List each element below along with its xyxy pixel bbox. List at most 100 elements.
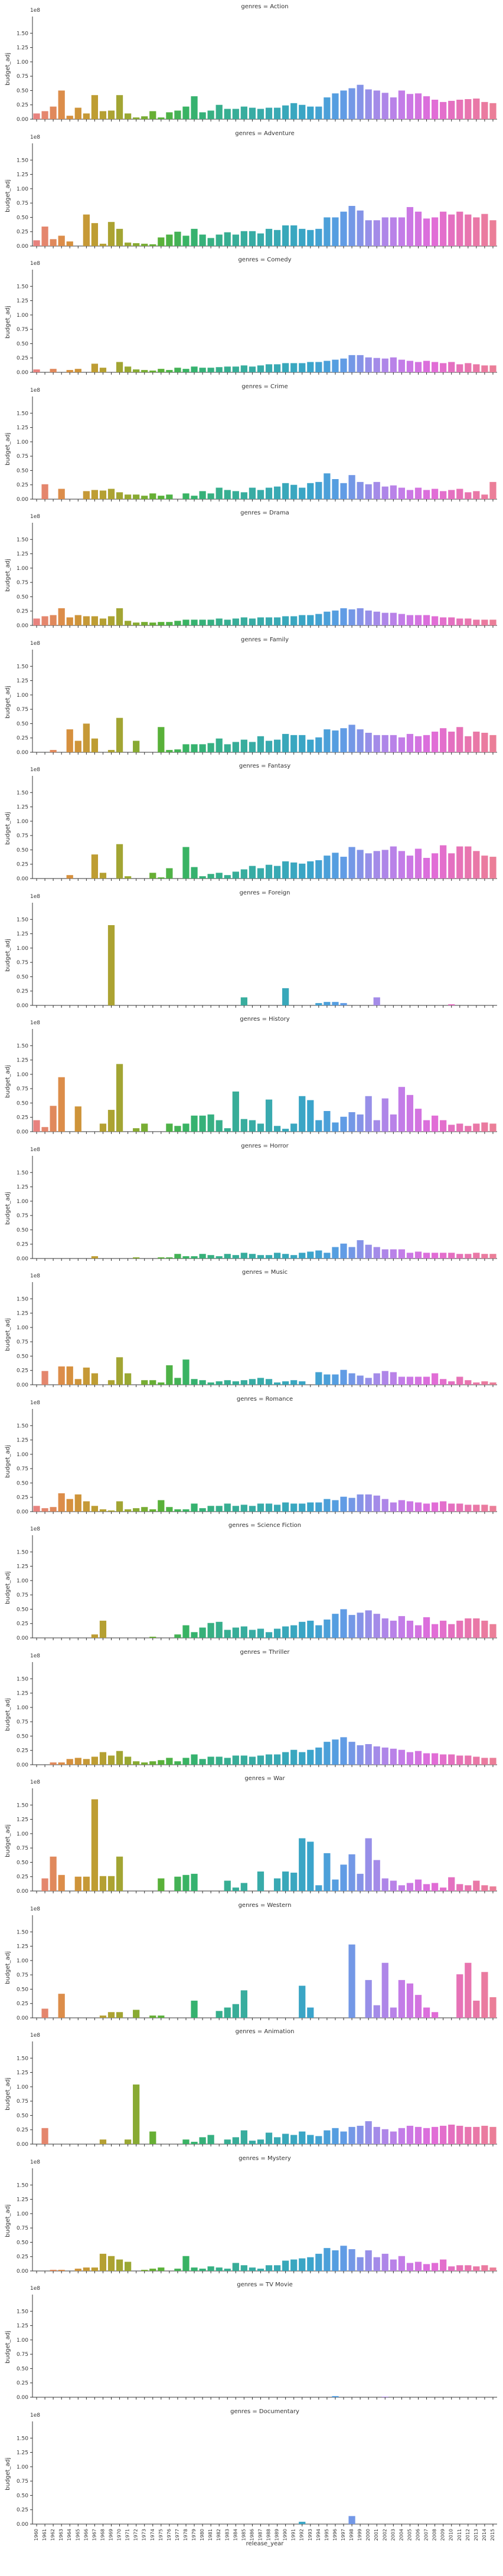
x-tick-label: 1987 — [257, 2529, 263, 2541]
bar-family-1987 — [257, 736, 264, 752]
bar-romance-1972 — [133, 1507, 140, 1512]
bar-science-fiction-2004 — [398, 1616, 406, 1638]
bar-thriller-1962 — [50, 1762, 57, 1765]
bar-thriller-1999 — [357, 1745, 364, 1765]
bar-comedy-1985 — [240, 365, 247, 372]
bar-war-1967 — [91, 1799, 99, 1891]
bar-documentary-1998 — [348, 2515, 355, 2524]
bar-action-1976 — [166, 112, 173, 119]
bar-history-1978 — [182, 1123, 190, 1132]
bar-western-1961 — [41, 2008, 48, 2018]
bar-horror-1972 — [133, 1257, 140, 1258]
bar-war-1968 — [99, 1876, 107, 1891]
facet-title: genres = Family — [241, 637, 289, 643]
bar-family-1988 — [265, 740, 273, 752]
bar-action-1967 — [91, 95, 99, 119]
bar-mystery-1963 — [58, 2269, 65, 2271]
bar-horror-1975 — [158, 1257, 165, 1258]
bar-comedy-2007 — [423, 360, 430, 372]
bar-western-2014 — [481, 1971, 488, 2018]
facet-mystery: genres = Mystery 1e8 budget_adj 0.00 0.25 0.5… — [5, 2155, 497, 2275]
y-tick-label: 0.50 — [17, 2493, 28, 2499]
bar-western-1968 — [99, 2015, 107, 2018]
bar-romance-2002 — [381, 1499, 388, 1512]
y-tick-label: 0.50 — [17, 1987, 28, 1992]
bar-action-2002 — [381, 93, 388, 119]
bar-mystery-2002 — [381, 2253, 388, 2271]
bar-fantasy-2000 — [365, 853, 372, 879]
bar-family-2011 — [456, 726, 463, 752]
bar-action-1993 — [307, 106, 314, 119]
bar-fantasy-1964 — [66, 875, 73, 879]
bar-crime-1994 — [315, 481, 322, 499]
y-tick-label: 0.25 — [17, 1874, 28, 1880]
y-tick-label: 0.25 — [17, 356, 28, 362]
bar-science-fiction-1977 — [174, 1634, 181, 1638]
bar-animation-1985 — [240, 2130, 247, 2144]
bar-adventure-1993 — [307, 230, 314, 246]
bar-family-1990 — [282, 733, 289, 752]
bar-war-2013 — [473, 1880, 480, 1891]
bar-mystery-1977 — [174, 2268, 181, 2271]
bar-war-1975 — [158, 1878, 165, 1891]
y-tick-label: 0.25 — [17, 1748, 28, 1754]
bar-family-1978 — [182, 743, 190, 752]
y-axis-title: budget_adj — [5, 1065, 11, 1098]
bar-science-fiction-2013 — [473, 1618, 480, 1638]
bar-tv-movie-1996 — [332, 2396, 339, 2397]
bar-science-fiction-1995 — [324, 1619, 331, 1638]
y-tick-label: 0.25 — [17, 1368, 28, 1374]
bar-animation-2002 — [381, 2129, 388, 2144]
bar-drama-2007 — [423, 615, 430, 625]
bar-horror-1983 — [224, 1253, 231, 1258]
bar-fantasy-1983 — [224, 875, 231, 879]
bar-thriller-2002 — [381, 1747, 388, 1765]
bar-comedy-2009 — [440, 363, 447, 372]
bar-comedy-1968 — [99, 368, 107, 372]
bar-fantasy-2011 — [456, 846, 463, 879]
y-tick-label: 0.25 — [17, 1241, 28, 1247]
bar-family-1998 — [348, 724, 355, 752]
bar-crime-2008 — [431, 489, 439, 499]
facet-title: genres = Thriller — [240, 1649, 290, 1656]
bar-family-1986 — [249, 742, 256, 752]
bar-thriller-1963 — [58, 1762, 65, 1765]
bar-crime-2001 — [373, 481, 380, 499]
bar-fantasy-2012 — [465, 846, 472, 879]
bar-mystery-1984 — [232, 2262, 239, 2271]
bar-crime-1992 — [299, 487, 306, 499]
bar-action-1995 — [324, 97, 331, 119]
y-tick-label: 0.75 — [17, 2479, 28, 2485]
bar-music-1992 — [299, 1381, 306, 1385]
bar-comedy-2015 — [489, 365, 497, 372]
y-tick-label: 1.00 — [17, 1831, 28, 1837]
bar-animation-1995 — [324, 2130, 331, 2144]
bar-western-1979 — [191, 2000, 198, 2018]
bar-animation-1984 — [232, 2137, 239, 2144]
bar-war-2001 — [373, 1860, 380, 1891]
bar-thriller-1978 — [182, 1757, 190, 1765]
bar-mystery-1980 — [199, 2268, 206, 2271]
y-tick-label: 0.75 — [17, 201, 28, 207]
bar-war-1995 — [324, 1853, 331, 1891]
bar-history-1998 — [348, 1112, 355, 1132]
bar-music-1994 — [315, 1372, 322, 1385]
bar-western-1972 — [133, 2009, 140, 2018]
y-tick-label: 1.50 — [17, 2436, 28, 2441]
bar-music-1991 — [290, 1380, 298, 1385]
bar-horror-1986 — [249, 1253, 256, 1258]
bar-war-1987 — [257, 1871, 264, 1891]
bar-war-2000 — [365, 1838, 372, 1891]
bar-crime-2009 — [440, 490, 447, 499]
y-tick-label: 1.00 — [17, 1958, 28, 1964]
y-offset-label: 1e8 — [30, 8, 40, 14]
bar-crime-1966 — [83, 490, 90, 499]
facet-tv-movie: genres = TV Movie 1e8 budget_adj 0.00 0.25 0.… — [5, 2282, 497, 2401]
bar-history-2015 — [489, 1123, 497, 1132]
bar-music-2004 — [398, 1377, 406, 1385]
x-tick-label: 2007 — [424, 2529, 429, 2541]
bar-comedy-1979 — [191, 366, 198, 372]
bar-adventure-2006 — [414, 211, 422, 246]
bar-adventure-1963 — [58, 235, 65, 246]
y-tick-label: 1.00 — [17, 1072, 28, 1078]
